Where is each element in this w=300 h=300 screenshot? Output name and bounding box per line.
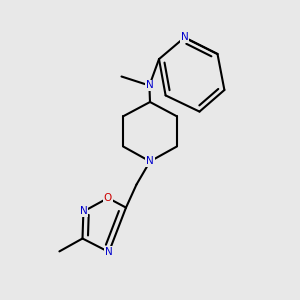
Text: N: N bbox=[80, 206, 87, 217]
Text: N: N bbox=[181, 32, 188, 43]
Text: N: N bbox=[146, 156, 154, 167]
Text: N: N bbox=[146, 80, 153, 91]
Text: O: O bbox=[104, 193, 112, 203]
Text: N: N bbox=[105, 247, 113, 257]
